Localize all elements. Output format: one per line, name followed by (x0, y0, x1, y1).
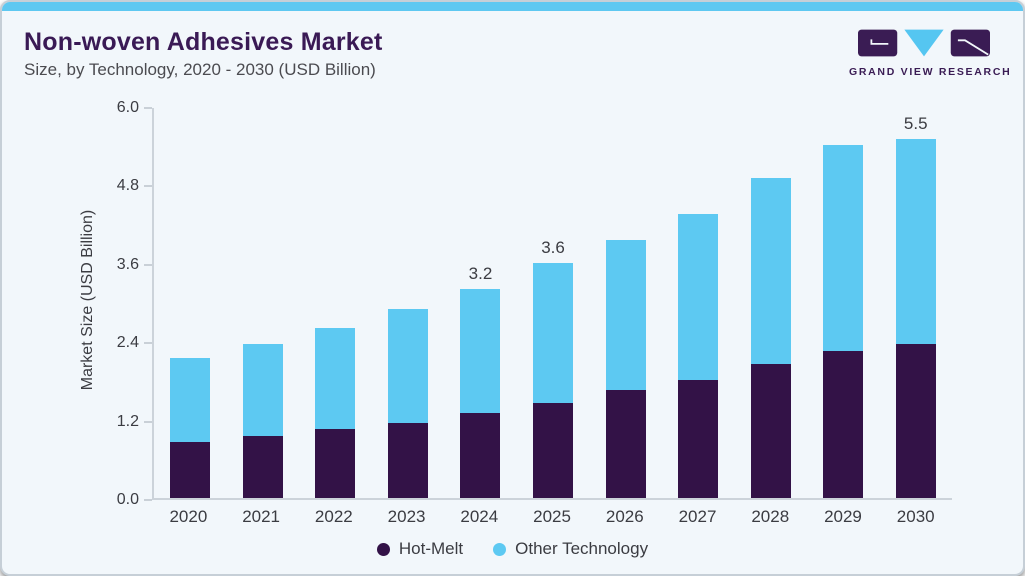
x-axis: 2020 2021 2022 2023 2024 2025 2026 2027 2028 2029… (152, 507, 952, 527)
other-technology-segment (387, 308, 428, 423)
bar-total-label: 5.5 (903, 113, 928, 133)
other-technology-segment (315, 328, 356, 430)
y-tick-mark (144, 420, 152, 423)
bar-column-2030: 5.5 (879, 108, 952, 498)
other-technology-segment (605, 239, 646, 391)
y-tick-mark (144, 107, 152, 109)
brand-logo: GRAND VIEW RESEARCH (849, 28, 1012, 78)
other-technology-segment (460, 288, 501, 414)
bar-column-2028 (734, 108, 807, 498)
hot-melt-segment (460, 413, 501, 498)
y-tick-mark (144, 342, 152, 345)
year-label-2028: 2028 (751, 507, 790, 526)
legend-item-hot-melt: Hot-Melt (376, 539, 464, 559)
bar-stack (387, 308, 428, 498)
page-subtitle: Size, by Technology, 2020 - 2030 (USD Bi… (24, 60, 376, 79)
year-label-2027: 2027 (678, 507, 717, 526)
hot-melt-segment (823, 351, 864, 498)
bar-stack (533, 262, 573, 498)
y-tick-label: 1.2 (116, 412, 139, 430)
bar-column-2020 (154, 108, 227, 498)
other-technology-segment (170, 357, 211, 443)
y-axis-title: Market Size (USD Billion) (79, 209, 96, 391)
other-technology-segment (533, 262, 573, 404)
legend-label-other-technology: Other Technology (515, 539, 649, 558)
other-technology-segment (823, 145, 864, 351)
brand-name: GRAND VIEW RESEARCH (849, 66, 1012, 78)
y-tick-label: 0.0 (116, 491, 139, 508)
bar-stack (242, 344, 283, 498)
bar-total-label: 3.6 (541, 237, 565, 257)
bar-stack (170, 357, 211, 498)
hot-melt-segment (750, 364, 791, 498)
year-label-2026: 2026 (605, 507, 644, 526)
hot-melt-segment (895, 344, 936, 498)
other-technology-legend-dot-icon (493, 542, 507, 556)
y-tick-label: 3.6 (116, 255, 139, 273)
hot-melt-segment (678, 380, 719, 498)
y-tick-mark (144, 185, 152, 188)
other-technology-segment (242, 344, 283, 436)
stacked-bar-plot: 3.2 3.6 5.5 (152, 108, 952, 500)
legend-label-hot-melt: Hot-Melt (398, 539, 464, 558)
bar-column-2024: 3.2 (444, 108, 517, 498)
page-title: Non-woven Adhesives Market (24, 28, 383, 56)
hot-melt-segment (533, 403, 573, 498)
bar-stack (823, 145, 864, 498)
year-label-2022: 2022 (314, 507, 353, 526)
hot-melt-segment (315, 429, 356, 498)
hot-melt-segment (242, 435, 283, 498)
bar-column-2022 (299, 108, 372, 498)
bar-column-2021 (227, 108, 300, 498)
y-tick-label: 4.8 (116, 177, 139, 195)
accent-top-strip (2, 2, 1023, 11)
y-tick-mark (144, 499, 152, 501)
other-technology-segment (895, 138, 936, 345)
year-label-2021: 2021 (242, 507, 281, 526)
y-tick-label: 6.0 (116, 99, 139, 116)
bar-column-2023 (372, 108, 445, 498)
bar-stack (605, 239, 646, 498)
y-tick-label: 2.4 (116, 334, 139, 352)
hot-melt-segment (605, 390, 646, 498)
year-label-2023: 2023 (387, 507, 426, 526)
year-label-2024: 2024 (460, 507, 499, 526)
year-label-2025: 2025 (533, 507, 571, 526)
year-label-2030: 2030 (896, 507, 935, 526)
bar-column-2025: 3.6 (517, 108, 590, 498)
bar-stack (678, 213, 719, 498)
bar-column-2027 (662, 108, 735, 498)
bar-column-2026 (589, 108, 662, 498)
year-label-2020: 2020 (169, 507, 208, 526)
grand-view-research-logo-icon (858, 29, 990, 57)
hot-melt-segment (170, 442, 211, 498)
y-axis: 0.0 1.2 2.4 3.6 4.8 6.0 (108, 99, 152, 508)
other-technology-segment (678, 213, 719, 381)
bar-column-2029 (807, 108, 880, 498)
y-tick-mark (144, 263, 152, 266)
legend-item-other-technology: Other Technology (493, 539, 648, 559)
bar-total-label: 3.2 (468, 263, 493, 283)
bar-stack (895, 138, 936, 498)
hot-melt-segment (387, 422, 428, 498)
year-label-2029: 2029 (824, 507, 862, 526)
bar-stack (750, 177, 791, 498)
bar-stack (460, 288, 501, 498)
bar-stack (315, 328, 356, 498)
chart-legend: Hot-Melt Other Technology (2, 539, 1023, 559)
hot-melt-legend-dot-icon (376, 542, 390, 556)
other-technology-segment (750, 177, 791, 365)
